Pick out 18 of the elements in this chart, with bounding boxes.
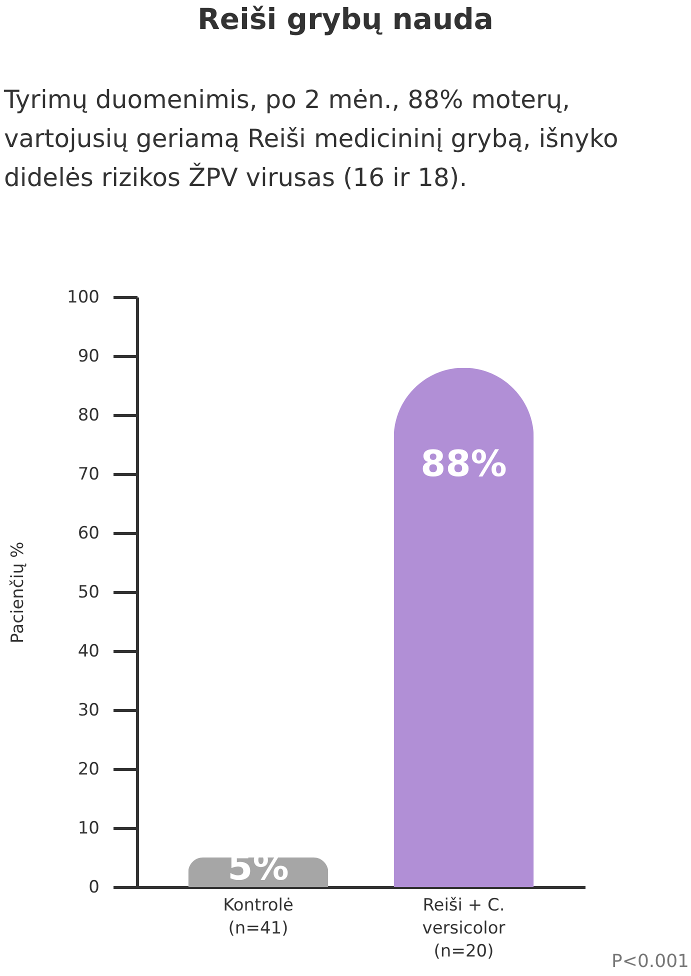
y-tick-label: 60 — [78, 524, 100, 544]
chart-subtitle: Tyrimų duomenimis, po 2 mėn., 88% moterų, vartojusių geriamą Reiši medicininį grybą, išnyko didelės rizikos ŽPV virusas (16 ir 18). — [4, 84, 620, 194]
y-tick-label: 40 — [78, 642, 100, 662]
y-tick-label: 80 — [78, 406, 100, 426]
y-tick-label: 100 — [67, 288, 100, 308]
x-tick-label: Kontrolė (n=41) — [223, 896, 294, 938]
y-tick-label: 70 — [78, 464, 100, 484]
y-tick-label: 0 — [88, 878, 100, 898]
chart-title: Reiši grybų nauda — [196, 2, 494, 36]
data-label: 88% — [420, 444, 507, 485]
text: P<0.001 — [612, 951, 689, 972]
y-tick-label: 30 — [78, 700, 100, 720]
y-tick-label: 50 — [78, 582, 100, 602]
x-tick-label: Reiši + C. versicolor (n=20) — [422, 896, 506, 962]
y-tick-label: 10 — [78, 818, 100, 838]
y-axis-title: Pacienčių % — [8, 542, 28, 644]
y-tick-label: 90 — [78, 346, 100, 366]
y-tick-label: 20 — [78, 760, 100, 780]
